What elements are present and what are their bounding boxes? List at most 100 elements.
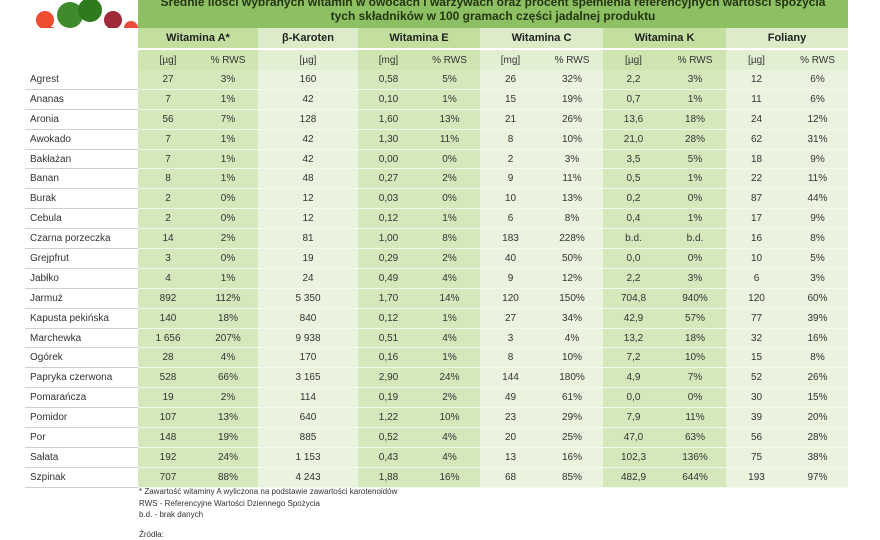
data-row: Cebula 2 0% 12 0,12 1% 6 8% 0,4 1% 17 9% (25, 208, 848, 230)
cell: 3% (541, 149, 603, 170)
cell: 2% (419, 248, 480, 269)
cell: 32 (726, 328, 787, 349)
cell: 528 (138, 367, 198, 389)
cell: 0,03 (358, 188, 419, 210)
cell: 107 (138, 407, 198, 429)
cell: 136% (664, 447, 726, 468)
cell: 2% (419, 387, 480, 409)
cell: 10 (726, 248, 787, 269)
unit: % RWS (787, 49, 848, 70)
cell: 1% (419, 89, 480, 110)
cell: 16% (787, 328, 848, 349)
cell: 15% (787, 387, 848, 409)
cell: 193 (726, 467, 787, 488)
cell: 14% (419, 288, 480, 309)
cell: 62 (726, 129, 787, 150)
unit: % RWS (419, 49, 480, 70)
cell: 3% (664, 268, 726, 289)
cell: 42 (258, 149, 358, 170)
cell: 31% (787, 129, 848, 150)
product-name: Cebula (25, 208, 138, 230)
cell: 8% (419, 228, 480, 250)
cell: 1 656 (138, 328, 198, 349)
cell: 18% (664, 109, 726, 130)
cell: 7,9 (603, 407, 664, 429)
cell: 52 (726, 367, 787, 389)
cell: 1,88 (358, 467, 419, 488)
cell: 2,2 (603, 70, 664, 90)
product-name: Jarmuż (25, 288, 138, 309)
group-header: Witamina E (358, 28, 480, 50)
cell: 892 (138, 288, 198, 309)
cell: 1% (419, 308, 480, 329)
cell: 0% (198, 208, 258, 230)
cell: 12 (726, 70, 787, 90)
cell: 7% (664, 367, 726, 389)
cell: 3 (480, 328, 541, 349)
data-row: Jabłko 4 1% 24 0,49 4% 9 12% 2,2 3% 6 3% (25, 268, 848, 289)
cell: 9 938 (258, 328, 358, 349)
cell: 0% (198, 188, 258, 210)
cell: 13% (541, 188, 603, 210)
unit: [µg] (603, 49, 664, 70)
cell: 0,27 (358, 168, 419, 190)
cell: 87 (726, 188, 787, 210)
cell: 60% (787, 288, 848, 309)
cell: 20 (480, 427, 541, 448)
cell: 0,51 (358, 328, 419, 349)
cell: 8% (541, 208, 603, 230)
cell: 0% (419, 149, 480, 170)
data-row: Szpinak 707 88% 4 243 1,88 16% 68 85% 482,9 644% 1… (25, 467, 848, 488)
cell: 8 (480, 129, 541, 150)
data-row: Ananas 7 1% 42 0,10 1% 15 19% 0,7 1% 11 6% (25, 89, 848, 110)
cell: 1 153 (258, 447, 358, 468)
group-header: Witamina A* (138, 28, 258, 50)
cell: 20% (787, 407, 848, 429)
cell: 13% (419, 109, 480, 130)
cell: 47,0 (603, 427, 664, 448)
cell: 0% (664, 248, 726, 269)
cell: 482,9 (603, 467, 664, 488)
product-name: Ogórek (25, 347, 138, 369)
cell: 160 (258, 70, 358, 90)
cell: 38% (787, 447, 848, 468)
cell: 0,52 (358, 427, 419, 448)
cell: 7 (138, 149, 198, 170)
cell: 2 (138, 188, 198, 210)
product-name: Bakłażan (25, 149, 138, 170)
cell: b.d. (603, 228, 664, 250)
cell: 34% (541, 308, 603, 329)
product-name: Papryka czerwona (25, 367, 138, 389)
cell: 97% (787, 467, 848, 488)
data-row: Sałata 192 24% 1 153 0,43 4% 13 16% 102,3 136% 75 3… (25, 447, 848, 468)
cell: 1,70 (358, 288, 419, 309)
cell: 6 (480, 208, 541, 230)
cell: 0,49 (358, 268, 419, 289)
cell: 144 (480, 367, 541, 389)
cell: 24% (419, 367, 480, 389)
footnotes: * Zawartość witaminy A wyliczona na pods… (139, 486, 397, 540)
product-name: Ananas (25, 89, 138, 110)
cell: 11 (726, 89, 787, 110)
cell: 1% (198, 89, 258, 110)
footnote: * Zawartość witaminy A wyliczona na pods… (139, 487, 398, 496)
title: Średnie ilości wybranych witamin w owoca… (138, 0, 848, 28)
footnote: Źródła: (139, 529, 164, 539)
cell: 24% (198, 447, 258, 468)
cell: 63% (664, 427, 726, 448)
unit: % RWS (541, 49, 603, 70)
cell: 26 (480, 70, 541, 90)
cell: 0,16 (358, 347, 419, 369)
cell: 44% (787, 188, 848, 210)
vitamin-table: Witamina A* β-Karoten Witamina E Witamina C… (25, 28, 848, 488)
cell: 4% (419, 427, 480, 448)
cell: 112% (198, 288, 258, 309)
cell: 2% (198, 387, 258, 409)
cell: 7% (198, 109, 258, 130)
cell: 1,22 (358, 407, 419, 429)
data-row: Grejpfrut 3 0% 19 0,29 2% 40 50% 0,0 0% 10 5% (25, 248, 848, 269)
cell: 49 (480, 387, 541, 409)
cell: 150% (541, 288, 603, 309)
product-name: Jabłko (25, 268, 138, 289)
